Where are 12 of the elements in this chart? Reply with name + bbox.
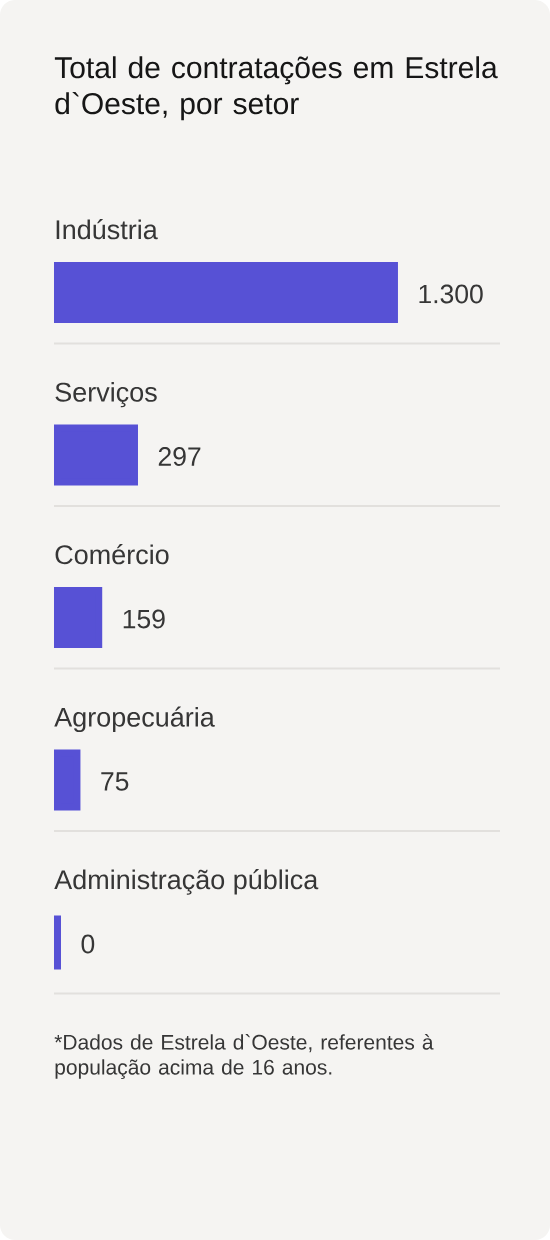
y-tick-label: Administração pública: [54, 869, 319, 895]
data-label: 159: [123, 609, 165, 629]
y-tick-label: Serviços: [55, 381, 157, 408]
data-label: 1.300: [419, 284, 483, 304]
data-label: 297: [158, 447, 201, 466]
y-tick-label: Comércio: [55, 544, 169, 565]
data-label: 0: [81, 934, 95, 954]
y-tick-label: Agropecuária: [54, 706, 215, 733]
chart-title: Total de contratações em Estrela d`Oeste, por setor: [54, 56, 498, 121]
y-tick-label: Indústria: [56, 219, 158, 240]
text: *Dados de Estrela d`Oeste, referentes à população acima de 16 anos.: [54, 1034, 434, 1079]
data-label: 75: [101, 772, 129, 791]
